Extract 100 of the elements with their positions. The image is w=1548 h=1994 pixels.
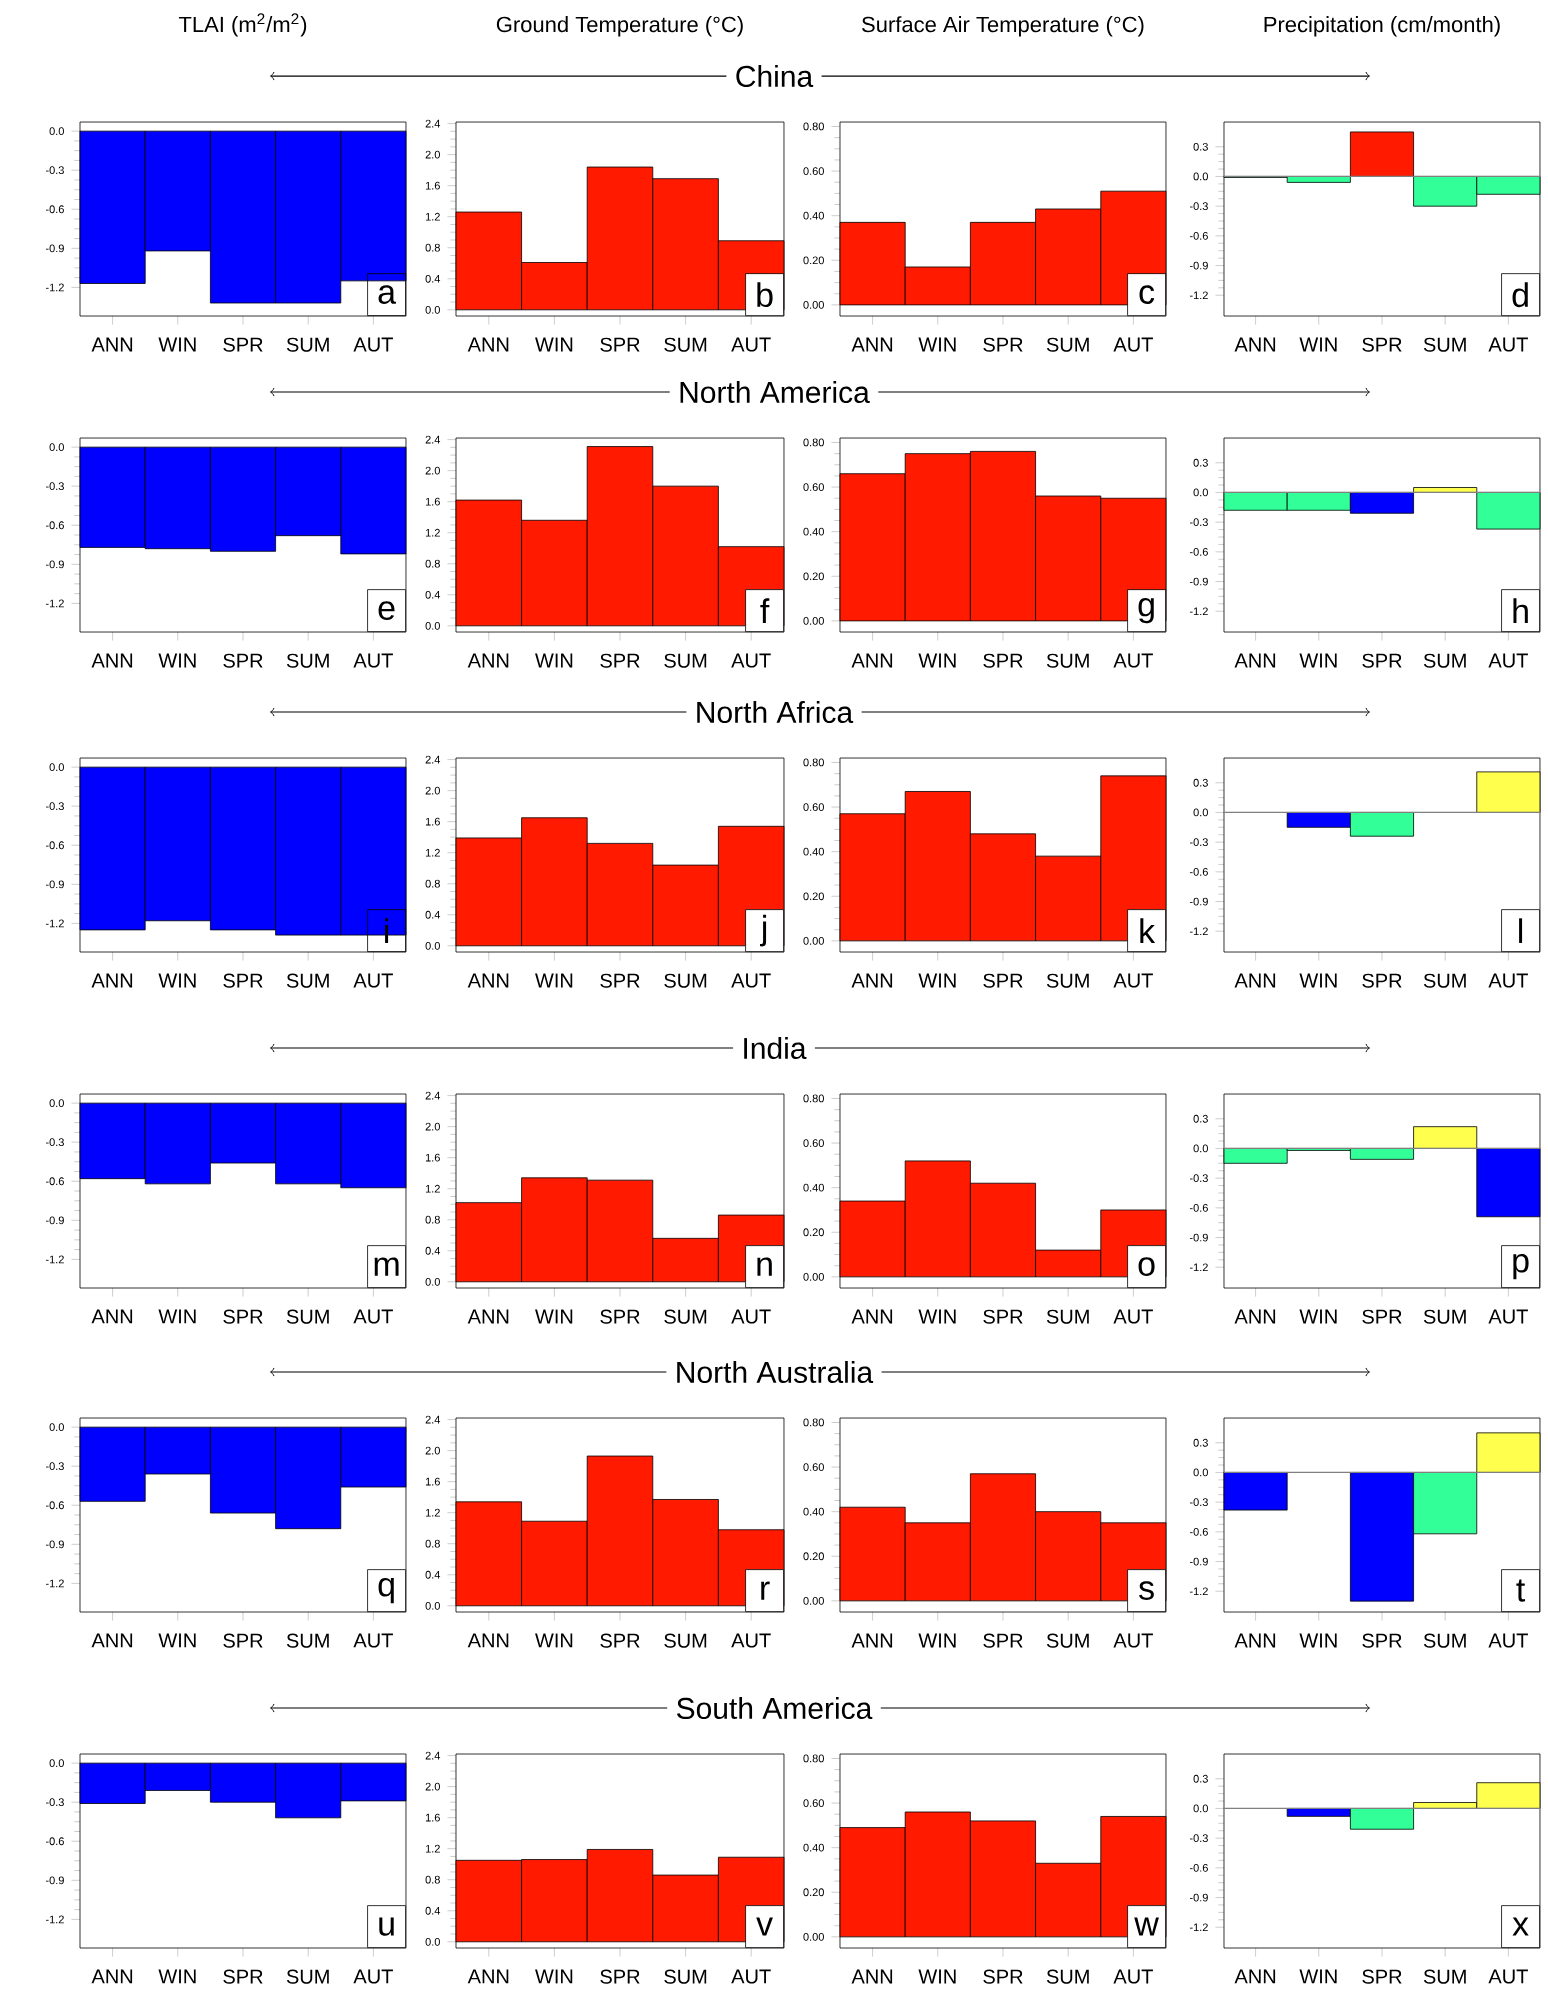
x-tick-label: SUM [1423, 973, 1466, 988]
x-tick-label: AUT [353, 1309, 393, 1324]
x-tick-label: AUT [731, 653, 771, 668]
x-tick-label: AUT [1113, 653, 1153, 668]
x-tick-label: ANN [851, 1969, 893, 1984]
x-tick-label: AUT [1488, 1633, 1528, 1648]
x-tick-label: AUT [1488, 653, 1528, 668]
x-tick-label: WIN [918, 1969, 956, 1984]
annotation: k [1140, 918, 1156, 943]
x-tick-label: SUM [664, 653, 707, 668]
x-tick-label: AUT [731, 1309, 771, 1324]
x-tick-label: SPR [983, 1309, 1023, 1324]
annotation: i [385, 918, 389, 943]
x-tick-label: SUM [1423, 1633, 1466, 1648]
x-tick-label: SUM [1046, 1969, 1089, 1984]
x-tick-label: ANN [851, 337, 893, 352]
x-tick-label: ANN [91, 653, 133, 668]
x-tick-label: WIN [535, 973, 573, 988]
x-tick-label: SPR [600, 337, 640, 352]
x-tick-label: SPR [983, 653, 1023, 668]
x-tick-label: ANN [91, 337, 133, 352]
x-tick-label: AUT [1113, 973, 1153, 988]
x-tick-label: SUM [1046, 973, 1089, 988]
x-tick-label: WIN [158, 1633, 196, 1648]
x-tick-label: AUT [1113, 1633, 1153, 1648]
x-tick-label: SPR [223, 653, 263, 668]
annotation: s [1139, 1581, 1154, 1600]
x-tick-label: SUM [1423, 1969, 1466, 1984]
x-tick-label: ANN [851, 1633, 893, 1648]
x-tick-label: SPR [1362, 1969, 1402, 1984]
chart-subtitle: India [744, 1037, 807, 1060]
chart-subtitle: North America [680, 381, 870, 404]
x-tick-label: WIN [535, 1633, 573, 1648]
x-tick-label: ANN [91, 1969, 133, 1984]
x-tick-label: AUT [1113, 1309, 1153, 1324]
x-tick-label: ANN [467, 1969, 509, 1984]
x-tick-label: SUM [664, 1633, 707, 1648]
x-tick-label: SPR [983, 337, 1023, 352]
x-tick-label: SUM [286, 337, 329, 352]
x-tick-label: WIN [918, 337, 956, 352]
x-tick-label: SUM [1046, 337, 1089, 352]
x-tick-label: WIN [918, 1633, 956, 1648]
annotation: n [757, 1257, 772, 1276]
x-tick-label: AUT [353, 1969, 393, 1984]
x-tick-label: ANN [91, 1633, 133, 1648]
chart-subtitle: China [736, 65, 814, 88]
x-tick-label: SPR [1362, 1633, 1402, 1648]
x-tick-label: WIN [918, 973, 956, 988]
x-tick-label: AUT [1113, 337, 1153, 352]
x-tick-label: ANN [851, 973, 893, 988]
x-tick-label: WIN [1299, 653, 1337, 668]
annotation: p [1513, 1253, 1529, 1280]
x-tick-label: ANN [1234, 1969, 1276, 1984]
chart-title: Ground Temperature (°C) [496, 16, 743, 37]
x-tick-label: SUM [286, 1633, 329, 1648]
annotation: f [760, 598, 770, 623]
x-tick-label: WIN [535, 337, 573, 352]
x-tick-label: SPR [983, 1633, 1023, 1648]
chart-subtitle: North Africa [697, 701, 854, 724]
x-tick-label: AUT [353, 653, 393, 668]
annotation: d [1512, 282, 1528, 308]
x-tick-label: WIN [1299, 1309, 1337, 1324]
x-tick-label: ANN [91, 1309, 133, 1324]
x-tick-label: ANN [467, 973, 509, 988]
x-tick-label: WIN [1299, 337, 1337, 352]
x-tick-label: SUM [286, 973, 329, 988]
x-tick-label: ANN [467, 337, 509, 352]
chart-title: Precipitation (cm/month) [1264, 16, 1500, 37]
x-tick-label: AUT [731, 337, 771, 352]
x-tick-label: SPR [600, 973, 640, 988]
annotation: l [1519, 918, 1523, 943]
annotation: x [1512, 1917, 1529, 1936]
annotation: r [761, 1581, 770, 1600]
x-tick-label: ANN [851, 1309, 893, 1324]
x-tick-label: SUM [1423, 1309, 1466, 1324]
x-tick-label: SUM [1046, 1633, 1089, 1648]
x-tick-label: ANN [851, 653, 893, 668]
x-tick-label: AUT [353, 1633, 393, 1648]
annotation: t [1516, 1579, 1526, 1602]
x-tick-label: WIN [1299, 1633, 1337, 1648]
annotation: v [756, 1917, 773, 1936]
x-tick-label: SPR [600, 1633, 640, 1648]
annotation: u [379, 1917, 394, 1936]
x-tick-label: SPR [1362, 1309, 1402, 1324]
x-tick-label: SUM [664, 1969, 707, 1984]
chart-subtitle: South America [676, 1697, 873, 1720]
x-tick-label: SPR [223, 973, 263, 988]
annotation: j [759, 914, 767, 947]
annotation: a [378, 285, 397, 304]
x-tick-label: WIN [1299, 1969, 1337, 1984]
x-tick-label: WIN [158, 1969, 196, 1984]
x-tick-label: AUT [1113, 1969, 1153, 1984]
annotation: g [1138, 597, 1154, 624]
x-tick-label: AUT [1488, 1969, 1528, 1984]
x-tick-label: SPR [223, 1633, 263, 1648]
x-tick-label: ANN [91, 973, 133, 988]
annotation: b [757, 282, 773, 308]
x-tick-label: ANN [1234, 1309, 1276, 1324]
chart-title: TLAI (m$^{2}$/m$^{2}$) [178, 13, 307, 37]
annotation: o [1138, 1257, 1155, 1276]
